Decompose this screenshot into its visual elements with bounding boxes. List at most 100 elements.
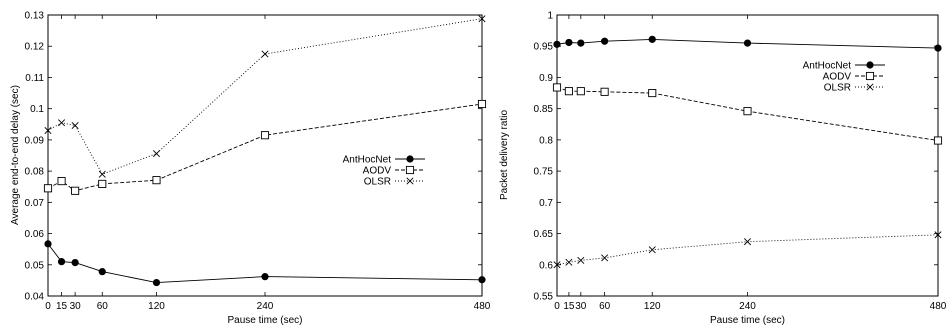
point-marker: [600, 87, 609, 96]
point-marker: [405, 165, 415, 175]
y-tick-label: 0.06: [25, 229, 45, 240]
y-tick-label: 0.6: [539, 260, 553, 271]
point-marker: [577, 256, 585, 264]
series-line: [47, 103, 483, 192]
y-tick-label: 0.65: [534, 229, 554, 240]
y-tick-label: 1: [547, 11, 553, 22]
point-marker: [152, 278, 161, 287]
x-tick-label: 30: [70, 301, 82, 312]
point-marker: [43, 184, 53, 193]
cross-stroke: [406, 177, 414, 185]
point-marker: [648, 89, 657, 98]
cross-stroke: [601, 254, 609, 262]
series-line: [47, 18, 483, 175]
legend-label: AntHocNet: [803, 61, 852, 72]
x-tick-label: 60: [599, 301, 611, 312]
point-marker: [406, 177, 414, 185]
plot-frame: [556, 14, 939, 297]
y-tick-label: 0.08: [25, 167, 45, 178]
cross-stroke: [478, 15, 486, 23]
point-marker: [564, 87, 573, 96]
series-olsr: [553, 231, 942, 269]
cross-stroke: [71, 122, 79, 130]
cross-stroke: [553, 261, 561, 269]
point-marker: [601, 254, 609, 262]
point-marker: [44, 127, 52, 135]
series-olsr: [44, 15, 486, 178]
point-marker: [865, 71, 875, 81]
point-marker: [98, 179, 107, 188]
point-marker: [743, 238, 752, 246]
y-tick-label: 0.12: [25, 42, 45, 53]
y-tick-label: 0.09: [25, 135, 45, 146]
x-tick-label: 0: [554, 301, 560, 312]
x-tick-label: 120: [148, 301, 165, 312]
cross-stroke: [866, 83, 874, 91]
x-tick-label: 240: [257, 301, 274, 312]
cross-stroke: [58, 119, 66, 127]
y-tick-label: 0.04: [25, 292, 45, 303]
point-marker: [152, 150, 161, 158]
point-marker: [553, 261, 561, 269]
point-marker: [565, 38, 573, 47]
chart-panel-2: 0.55 0.6 0.65 0.7 0.75 0.8 0.85 0.9 0.95 1 0 15 30 60…: [499, 11, 947, 327]
point-marker: [478, 15, 486, 23]
cross-stroke: [577, 256, 585, 264]
point-marker: [57, 258, 66, 266]
cross-stroke: [743, 238, 752, 246]
y-tick-label: 0.55: [534, 292, 554, 303]
x-axis-label: Pause time (sec): [710, 315, 785, 326]
y-axis-label: Average end-to-end delay (sec): [10, 85, 21, 225]
y-tick-label: 0.1: [30, 104, 44, 115]
cross-stroke: [261, 50, 269, 58]
y-tick-label: 0.7: [539, 198, 553, 209]
point-marker: [934, 231, 942, 239]
point-marker: [743, 39, 752, 47]
point-marker: [553, 40, 561, 48]
point-marker: [477, 99, 487, 109]
y-tick-label: 0.13: [25, 11, 45, 22]
x-tick-label: 30: [575, 301, 587, 312]
x-tick-label: 240: [739, 301, 756, 312]
x-tick-label: 480: [474, 301, 491, 312]
point-marker: [98, 268, 106, 276]
point-marker: [577, 39, 585, 47]
point-marker: [71, 186, 80, 195]
cross-stroke: [152, 150, 161, 158]
legend-label: AntHocNet: [343, 155, 392, 166]
series-anthocnet: [553, 35, 942, 52]
point-marker: [565, 258, 573, 266]
x-tick-label: 60: [97, 301, 109, 312]
point-marker: [866, 61, 874, 69]
legend-label: OLSR: [364, 177, 391, 188]
legend-label: OLSR: [824, 83, 851, 94]
chart-panel-1: 0.04 0.05 0.06 0.07 0.08 0.09 0.1 0.11 0.12 0.13 0…: [10, 11, 491, 327]
point-marker: [552, 83, 562, 92]
legend-label: AODV: [823, 72, 852, 83]
x-tick-label: 15: [563, 301, 575, 312]
point-marker: [261, 273, 269, 281]
point-marker: [648, 246, 656, 254]
y-tick-label: 0.85: [534, 104, 554, 115]
point-marker: [44, 240, 52, 248]
series-anthocnet: [44, 240, 486, 287]
cross-stroke: [98, 170, 106, 178]
point-marker: [71, 258, 79, 267]
y-tick-label: 0.07: [25, 198, 45, 209]
x-tick-label: 15: [56, 301, 68, 312]
y-tick-label: 0.95: [534, 42, 554, 53]
series-aodv: [43, 99, 487, 195]
point-marker: [406, 155, 414, 163]
point-marker: [260, 131, 270, 140]
x-tick-label: 0: [45, 301, 51, 312]
y-tick-label: 0.11: [25, 73, 44, 84]
point-marker: [152, 176, 161, 185]
x-tick-label: 120: [644, 301, 661, 312]
point-marker: [261, 50, 269, 58]
point-marker: [601, 37, 609, 45]
series-line: [556, 234, 939, 266]
point-marker: [58, 119, 66, 127]
